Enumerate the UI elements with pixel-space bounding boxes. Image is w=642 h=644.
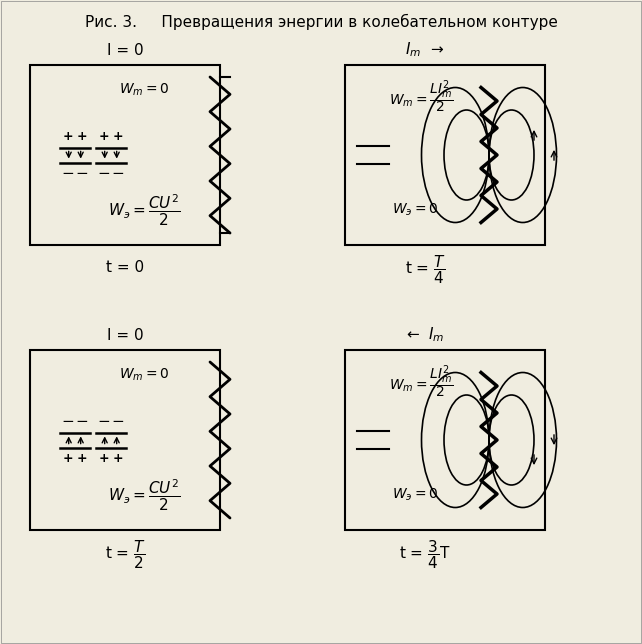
- Text: $W_э = \dfrac{CU^2}{2}$: $W_э = \dfrac{CU^2}{2}$: [108, 477, 180, 513]
- Text: t = $\dfrac{T}{4}$: t = $\dfrac{T}{4}$: [404, 254, 446, 287]
- Text: $I_m$  →: $I_m$ →: [406, 41, 444, 59]
- Text: t = $\dfrac{T}{2}$: t = $\dfrac{T}{2}$: [105, 538, 145, 571]
- Text: +: +: [98, 452, 109, 465]
- Text: −: −: [98, 414, 110, 429]
- Text: I = 0: I = 0: [107, 43, 143, 57]
- Text: −: −: [98, 166, 110, 181]
- Text: ←  $I_m$: ← $I_m$: [406, 326, 444, 345]
- Text: $W_э = 0$: $W_э = 0$: [392, 202, 438, 218]
- Text: $W_m = 0$: $W_m = 0$: [119, 367, 169, 383]
- Text: +: +: [62, 130, 73, 143]
- Text: t = 0: t = 0: [106, 260, 144, 274]
- Text: $W_m = \dfrac{LI^2_m}{2}$: $W_m = \dfrac{LI^2_m}{2}$: [389, 79, 453, 115]
- Text: −: −: [111, 414, 124, 429]
- Text: I = 0: I = 0: [107, 328, 143, 343]
- Text: +: +: [62, 452, 73, 465]
- Text: $W_э = \dfrac{CU^2}{2}$: $W_э = \dfrac{CU^2}{2}$: [108, 193, 180, 228]
- Text: +: +: [98, 130, 109, 143]
- Text: +: +: [76, 452, 87, 465]
- Text: $W_э = 0$: $W_э = 0$: [392, 487, 438, 503]
- Text: +: +: [112, 130, 123, 143]
- Text: −: −: [62, 166, 74, 181]
- Text: −: −: [111, 166, 124, 181]
- Text: $W_m = 0$: $W_m = 0$: [119, 82, 169, 98]
- Text: t = $\dfrac{3}{4}$T: t = $\dfrac{3}{4}$T: [399, 538, 451, 571]
- Text: −: −: [75, 414, 88, 429]
- Text: $W_m = \dfrac{LI^2_m}{2}$: $W_m = \dfrac{LI^2_m}{2}$: [389, 363, 453, 401]
- Text: Рис. 3.     Превращения энергии в колебательном контуре: Рис. 3. Превращения энергии в колебатель…: [85, 14, 557, 30]
- Text: +: +: [112, 452, 123, 465]
- Text: +: +: [76, 130, 87, 143]
- Text: −: −: [75, 166, 88, 181]
- Text: −: −: [62, 414, 74, 429]
